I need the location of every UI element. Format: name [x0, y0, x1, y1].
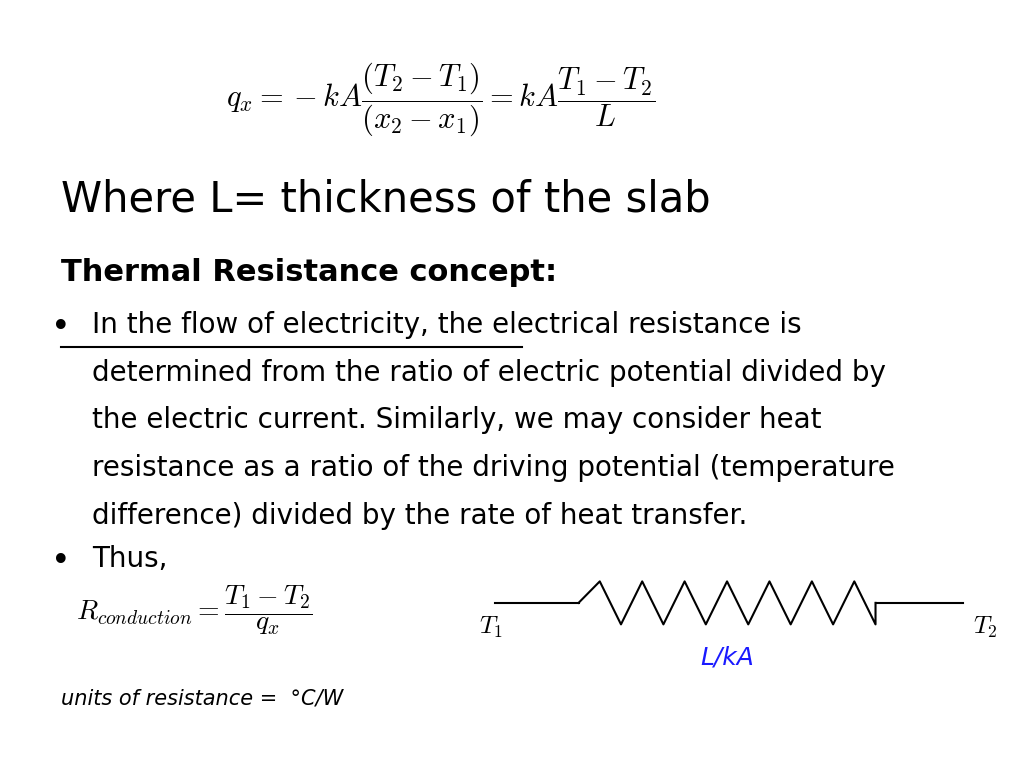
- Text: Where L= thickness of the slab: Where L= thickness of the slab: [61, 179, 711, 220]
- Text: $R_{conduction} = \dfrac{T_1 - T_2}{q_x}$: $R_{conduction} = \dfrac{T_1 - T_2}{q_x}…: [76, 584, 313, 637]
- Text: Thermal Resistance concept:: Thermal Resistance concept:: [61, 258, 557, 287]
- Text: L/kA: L/kA: [700, 645, 754, 669]
- Text: •: •: [51, 545, 71, 578]
- Text: $T_2$: $T_2$: [973, 614, 997, 640]
- Text: resistance as a ratio of the driving potential (temperature: resistance as a ratio of the driving pot…: [92, 454, 895, 482]
- Text: units of resistance =  °C/W: units of resistance = °C/W: [61, 689, 344, 709]
- Text: $q_x = -kA\dfrac{(T_2 - T_1)}{(x_2 - x_1)} = kA\dfrac{T_1 - T_2}{L}$: $q_x = -kA\dfrac{(T_2 - T_1)}{(x_2 - x_1…: [225, 61, 655, 139]
- Text: •: •: [51, 311, 71, 344]
- Text: In the flow of electricity, the electrical resistance is: In the flow of electricity, the electric…: [92, 311, 802, 339]
- Text: difference) divided by the rate of heat transfer.: difference) divided by the rate of heat …: [92, 502, 748, 529]
- Text: determined from the ratio of electric potential divided by: determined from the ratio of electric po…: [92, 359, 886, 386]
- Text: the electric current. Similarly, we may consider heat: the electric current. Similarly, we may …: [92, 406, 821, 434]
- Text: $T_1$: $T_1$: [479, 614, 503, 640]
- Text: Thus,: Thus,: [92, 545, 168, 573]
